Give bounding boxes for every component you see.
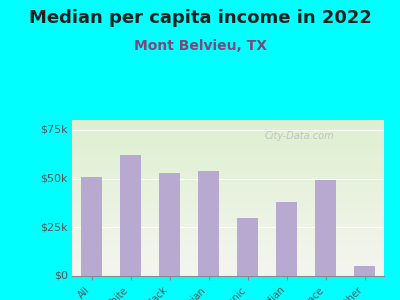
Bar	[354, 266, 375, 276]
Text: $25k: $25k	[40, 222, 68, 232]
Bar	[315, 180, 336, 276]
Text: $75k: $75k	[40, 125, 68, 135]
Bar	[198, 171, 219, 276]
Text: City-Data.com: City-Data.com	[265, 130, 334, 141]
Text: Mont Belvieu, TX: Mont Belvieu, TX	[134, 39, 266, 53]
Bar	[276, 202, 297, 276]
Bar	[120, 155, 141, 276]
Text: Median per capita income in 2022: Median per capita income in 2022	[28, 9, 372, 27]
Text: $50k: $50k	[40, 173, 68, 184]
Bar	[237, 218, 258, 276]
Text: $0: $0	[54, 271, 68, 281]
Bar	[81, 176, 102, 276]
Bar	[159, 172, 180, 276]
